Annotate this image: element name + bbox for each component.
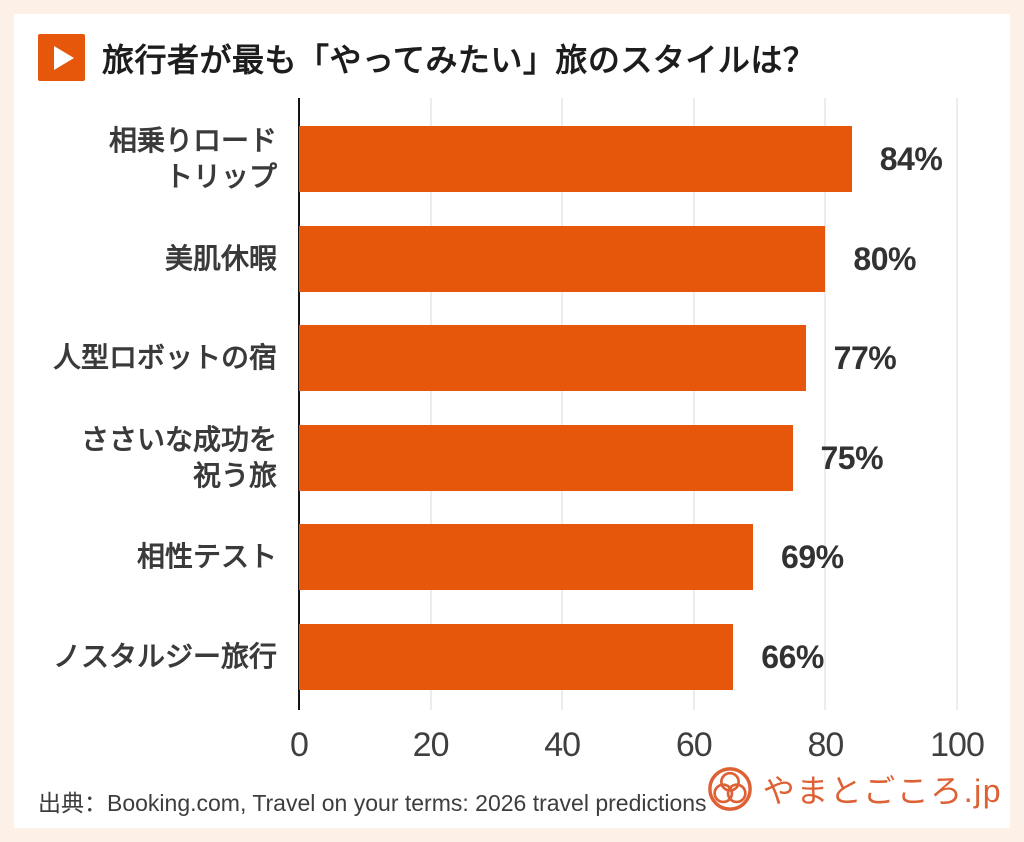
x-tick-label-0: 0 <box>290 726 309 764</box>
category-label: ささいな成功を 祝う旅 <box>80 424 277 491</box>
category-label: 人型ロボットの宿 <box>52 342 277 374</box>
gridline-x-60 <box>692 98 695 710</box>
logo-text: やまとごころ.jp <box>762 773 1002 809</box>
value-label: 69% <box>781 539 844 575</box>
category-label: 相性テスト <box>136 541 277 573</box>
gridline-x-20 <box>429 98 432 710</box>
bar-segment <box>299 624 734 690</box>
bar-chart: 0 20 40 60 80 100 相乗りロード トリップ 84% 美肌休暇 80% 人型ロボットの宿… <box>14 14 1010 828</box>
bar-segment <box>299 425 793 491</box>
value-label: 66% <box>761 639 824 675</box>
value-label: 77% <box>833 340 897 376</box>
category-label: 美肌休暇 <box>164 243 277 275</box>
three-ring-crest-icon <box>707 767 752 811</box>
x-tick-label-40: 40 <box>544 726 581 764</box>
content-panel: 旅行者が最も「やってみたい」旅のスタイルは？ 0 20 40 60 80 100 相乗りロー… <box>14 14 1010 828</box>
value-label: 84% <box>879 141 943 177</box>
bar-row: 相性テスト 69% <box>14 524 1010 590</box>
value-label: 75% <box>820 440 884 476</box>
bar-segment <box>299 524 754 590</box>
gridline-x-40 <box>561 98 564 710</box>
x-tick-label-20: 20 <box>412 726 450 764</box>
category-label: ノスタルジー旅行 <box>52 641 277 673</box>
play-triangle-icon <box>54 45 74 70</box>
bar-segment <box>299 226 826 292</box>
bar-row: 美肌休暇 80% <box>14 226 1010 292</box>
bar-row: 人型ロボットの宿 77% <box>14 325 1010 391</box>
x-tick-label-100: 100 <box>930 726 985 764</box>
header: 旅行者が最も「やってみたい」旅のスタイルは？ <box>38 34 815 81</box>
source-citation: 出典：Booking.com, Travel on your terms: 20… <box>38 790 707 816</box>
gridline-x-100 <box>956 98 958 710</box>
gridline-x-80 <box>824 98 827 710</box>
chart-title: 旅行者が最も「やってみたい」旅のスタイルは？ <box>102 41 816 78</box>
y-axis-line <box>298 98 300 710</box>
bar-row: ささいな成功を 祝う旅 75% <box>14 424 1010 491</box>
value-label: 80% <box>853 241 916 277</box>
x-tick-label-60: 60 <box>675 726 713 764</box>
bar-segment <box>299 126 852 192</box>
bar-row: 相乗りロード トリップ 84% <box>14 125 1010 192</box>
logo: やまとごころ.jp <box>707 766 1002 812</box>
category-label: 相乗りロード トリップ <box>108 125 277 192</box>
bar-row: ノスタルジー旅行 66% <box>14 624 1010 690</box>
x-tick-label-80: 80 <box>807 726 844 764</box>
bar-segment <box>299 325 806 391</box>
play-icon <box>38 34 85 81</box>
